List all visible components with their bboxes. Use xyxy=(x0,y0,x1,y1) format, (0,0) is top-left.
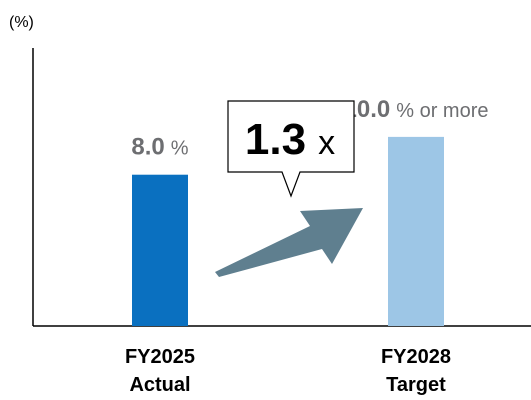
data-label-fy2028-unit: % or more xyxy=(396,100,488,122)
category-label-fy2025: FY2025 xyxy=(125,346,195,368)
growth-arrow xyxy=(215,208,363,277)
category-sublabel-fy2028: Target xyxy=(386,374,446,396)
category-sublabel-fy2025: Actual xyxy=(129,374,190,396)
data-label-fy2025-unit: % xyxy=(171,138,189,160)
multiplier-value: 1.3 xyxy=(245,115,306,164)
y-axis-unit-label: (%) xyxy=(9,14,34,31)
multiplier-callout-box xyxy=(227,100,355,198)
bar-fy2028 xyxy=(388,136,444,326)
multiplier-text: 1.3 x xyxy=(245,115,335,164)
data-label-fy2025-number: 8.0 xyxy=(131,134,164,161)
data-label-fy2028: 10.0% or more xyxy=(344,96,489,123)
data-label-fy2025: 8.0% xyxy=(131,134,188,161)
multiplier-suffix: x xyxy=(318,124,335,162)
bar-fy2025 xyxy=(132,174,188,326)
category-label-fy2028: FY2028 xyxy=(381,346,451,368)
